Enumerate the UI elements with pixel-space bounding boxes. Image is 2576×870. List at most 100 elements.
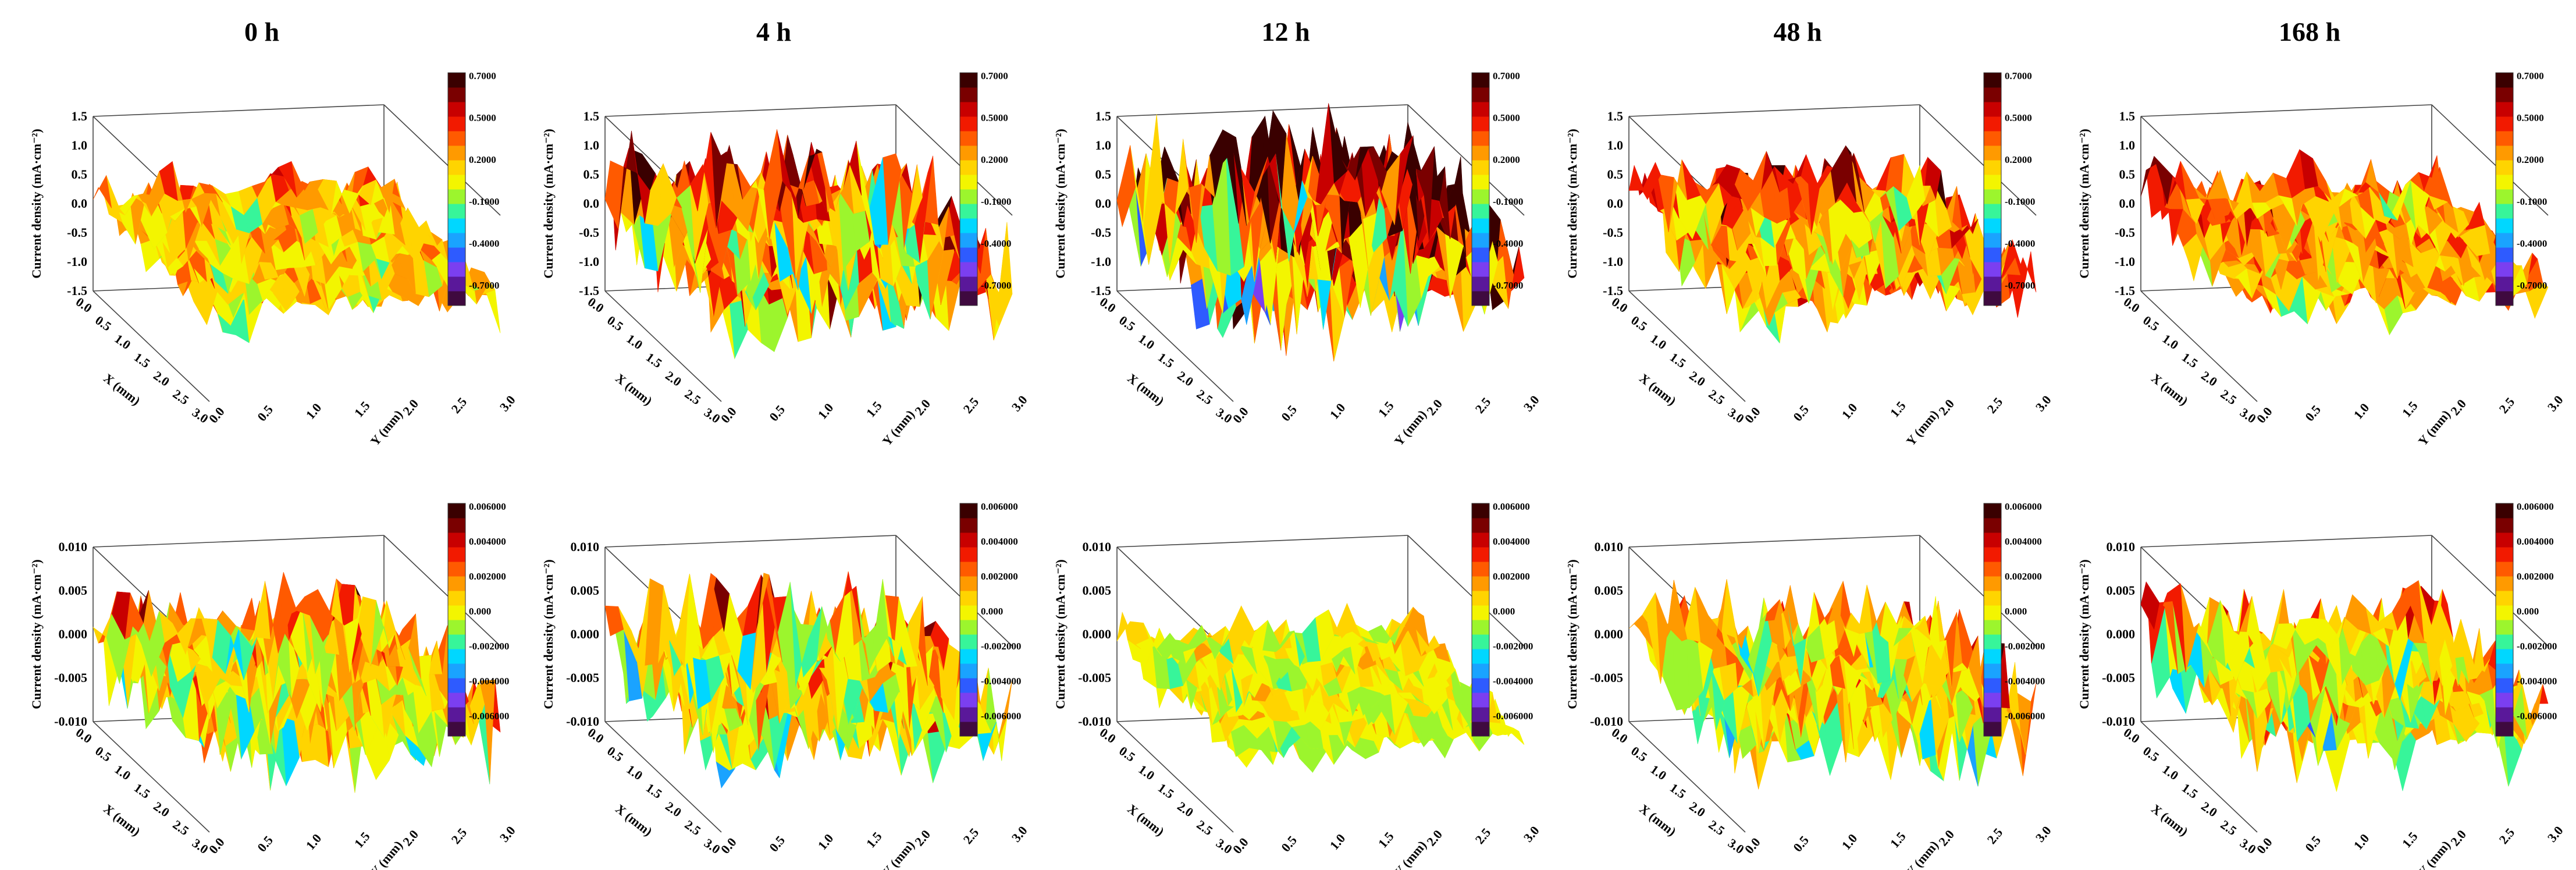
z-tick-label: -0.005 — [1590, 670, 1623, 685]
y-tick-label: 1.0 — [1839, 831, 1860, 853]
y-tick-label: 0.5 — [766, 402, 788, 424]
z-tick-label: -1.0 — [1091, 254, 1111, 269]
z-tick-label: -0.5 — [2115, 225, 2135, 240]
surface-cell — [2140, 155, 2160, 197]
x-tick-label: 2.0 — [2198, 368, 2220, 389]
colorbar-tick-label: -0.4000 — [2005, 238, 2035, 249]
colorbar-swatch — [960, 649, 977, 664]
colorbar-swatch — [1472, 218, 1489, 233]
colorbar-tick-label: -0.004000 — [981, 676, 1021, 687]
surface-mesh — [92, 572, 501, 793]
colorbar-swatch — [1984, 175, 2001, 190]
colorbar-tick-label: 0.006000 — [469, 501, 506, 512]
colorbar-swatch — [1472, 204, 1489, 219]
colorbar-swatch — [1984, 678, 2001, 693]
colorbar-swatch — [2496, 73, 2513, 88]
y-tick-label: 1.0 — [303, 831, 325, 853]
colorbar-tick-label: -0.006000 — [469, 711, 509, 722]
colorbar-swatch — [1472, 707, 1489, 722]
y-tick-label: 1.5 — [2399, 399, 2421, 420]
x-tick-label: 0.5 — [604, 313, 626, 333]
colorbar-tick-label: -0.006000 — [2005, 711, 2045, 722]
x-tick-label: 1.0 — [624, 762, 646, 783]
colorbar-swatch — [2496, 262, 2513, 277]
z-axis-label: Current density (mA·cm⁻²) — [541, 129, 556, 278]
colorbar-swatch — [448, 678, 465, 693]
z-axis-label: Current density (mA·cm⁻²) — [1565, 129, 1579, 278]
colorbar-tick-label: 0.5000 — [2005, 112, 2032, 123]
colorbar-swatch — [1984, 233, 2001, 248]
colorbar-swatch — [960, 247, 977, 262]
z-tick-label: 1.5 — [2119, 109, 2136, 123]
colorbar-tick-label: 0.000 — [1493, 606, 1515, 617]
colorbar-swatch — [1472, 562, 1489, 577]
x-tick-label: 2.0 — [1687, 798, 1708, 819]
colorbar-swatch — [1984, 87, 2001, 102]
x-axis-label: X (mm) — [1636, 371, 1679, 408]
z-tick-label: 0.0 — [1095, 196, 1112, 211]
z-tick-label: 0.5 — [583, 167, 600, 182]
colorbar-swatch — [2496, 189, 2513, 204]
colorbar-swatch — [1984, 576, 2001, 591]
colorbar-swatch — [1472, 722, 1489, 737]
colorbar-tick-label: 0.006000 — [2005, 501, 2042, 512]
y-tick-label: 0.5 — [254, 833, 276, 854]
z-tick-label: 0.005 — [571, 583, 600, 598]
y-tick-label: 1.0 — [1327, 400, 1349, 422]
panel-title: 48 h — [1773, 17, 1821, 47]
y-tick-label: 3.0 — [2033, 823, 2054, 845]
colorbar-swatch — [960, 145, 977, 161]
colorbar-swatch — [1984, 620, 2001, 635]
z-tick-label: -0.010 — [54, 714, 87, 729]
y-tick-label: 0.5 — [766, 833, 788, 854]
y-tick-label: 0.5 — [254, 402, 276, 424]
colorbar-swatch — [960, 663, 977, 679]
colorbar-swatch — [448, 503, 465, 519]
colorbar-swatch — [2496, 291, 2513, 306]
panel-title: 12 h — [1261, 17, 1310, 47]
z-tick-label: 0.010 — [59, 539, 88, 554]
y-tick-label: 1.5 — [863, 399, 885, 420]
colorbar-tick-label: -0.002000 — [469, 641, 509, 652]
colorbar-swatch — [960, 233, 977, 248]
colorbar-swatch — [1472, 576, 1489, 591]
y-tick-label: 1.0 — [1327, 831, 1349, 853]
z-axis-label: Current density (mA·cm⁻²) — [29, 129, 44, 278]
surface-mesh — [92, 161, 501, 343]
z-tick-label: 1.5 — [583, 109, 600, 123]
y-tick-label: 0.0 — [1742, 835, 1763, 857]
x-axis-label: X (mm) — [1125, 801, 1167, 839]
x-tick-label: 2.5 — [2218, 386, 2240, 407]
z-tick-label: -0.5 — [579, 225, 599, 240]
colorbar-swatch — [2496, 102, 2513, 117]
colorbar-tick-label: 0.004000 — [981, 536, 1018, 547]
colorbar-swatch — [1984, 189, 2001, 204]
surface-cell — [1116, 145, 1136, 228]
y-tick-label: 3.0 — [497, 393, 518, 414]
colorbar-swatch — [1984, 160, 2001, 175]
colorbar-swatch — [448, 247, 465, 262]
colorbar-swatch — [448, 693, 465, 708]
colorbar-swatch — [1984, 722, 2001, 737]
colorbar-swatch — [1472, 175, 1489, 190]
colorbar-tick-label: -0.1000 — [981, 196, 1011, 207]
colorbar-swatch — [1472, 131, 1489, 146]
colorbar-tick-label: 0.5000 — [981, 112, 1008, 123]
y-tick-label: 2.5 — [2496, 395, 2518, 416]
colorbar-swatch — [960, 547, 977, 562]
y-tick-label: 1.5 — [1375, 399, 1397, 420]
x-tick-label: 1.0 — [1136, 331, 1158, 352]
x-tick-label: 0.5 — [92, 313, 114, 333]
colorbar-tick-label: 0.5000 — [1493, 112, 1520, 123]
colorbar-tick-label: -0.006000 — [981, 711, 1021, 722]
y-tick-label: 0.5 — [2302, 402, 2324, 424]
z-tick-label: 0.000 — [1083, 627, 1112, 641]
colorbar-swatch — [1984, 116, 2001, 132]
colorbar-swatch — [1984, 693, 2001, 708]
colorbar-tick-label: 0.2000 — [981, 154, 1008, 165]
colorbar-swatch — [1472, 145, 1489, 161]
colorbar-swatch — [960, 693, 977, 708]
